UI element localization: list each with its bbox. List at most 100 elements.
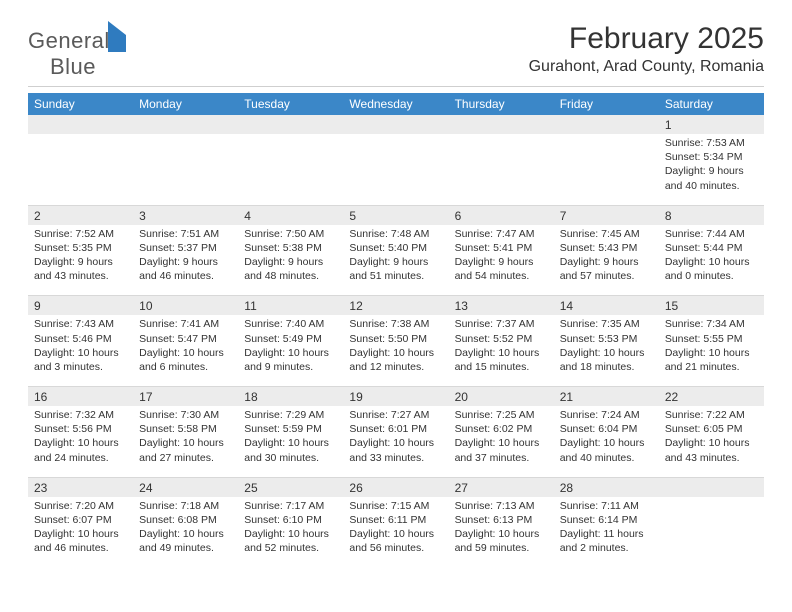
week3-details: Sunrise: 7:43 AMSunset: 5:46 PMDaylight:… <box>28 315 764 382</box>
day-detail: Sunrise: 7:30 AMSunset: 5:58 PMDaylight:… <box>133 406 238 473</box>
day-num: 7 <box>554 206 659 225</box>
day-num: 2 <box>28 206 133 225</box>
title-block: February 2025 Gurahont, Arad County, Rom… <box>529 22 764 76</box>
day-num <box>238 115 343 134</box>
logo: General Blue <box>28 22 126 80</box>
logo-word2: Blue <box>50 54 96 79</box>
day-header-wed: Wednesday <box>343 93 448 115</box>
week1-details: Sunrise: 7:53 AMSunset: 5:34 PMDaylight:… <box>28 134 764 201</box>
week3-nums: 9 10 11 12 13 14 15 <box>28 296 764 315</box>
day-num <box>343 115 448 134</box>
day-detail: Sunrise: 7:32 AMSunset: 5:56 PMDaylight:… <box>28 406 133 473</box>
day-detail: Sunrise: 7:44 AMSunset: 5:44 PMDaylight:… <box>659 225 764 292</box>
day-header-fri: Friday <box>554 93 659 115</box>
day-num: 25 <box>238 478 343 497</box>
day-detail <box>28 134 133 201</box>
week4-details: Sunrise: 7:32 AMSunset: 5:56 PMDaylight:… <box>28 406 764 473</box>
day-num: 17 <box>133 387 238 406</box>
day-num: 5 <box>343 206 448 225</box>
day-num: 24 <box>133 478 238 497</box>
day-num: 28 <box>554 478 659 497</box>
day-detail: Sunrise: 7:18 AMSunset: 6:08 PMDaylight:… <box>133 497 238 564</box>
logo-word1: General <box>28 28 110 53</box>
day-detail <box>449 134 554 201</box>
day-num: 13 <box>449 296 554 315</box>
day-num: 9 <box>28 296 133 315</box>
day-detail: Sunrise: 7:11 AMSunset: 6:14 PMDaylight:… <box>554 497 659 564</box>
day-detail: Sunrise: 7:35 AMSunset: 5:53 PMDaylight:… <box>554 315 659 382</box>
day-detail: Sunrise: 7:29 AMSunset: 5:59 PMDaylight:… <box>238 406 343 473</box>
day-num: 6 <box>449 206 554 225</box>
week1-nums: 1 <box>28 115 764 134</box>
day-detail <box>554 134 659 201</box>
day-detail <box>133 134 238 201</box>
logo-sail-icon <box>108 21 126 52</box>
day-num: 8 <box>659 206 764 225</box>
day-num <box>554 115 659 134</box>
week5-details: Sunrise: 7:20 AMSunset: 6:07 PMDaylight:… <box>28 497 764 564</box>
day-num <box>659 478 764 497</box>
day-num: 22 <box>659 387 764 406</box>
week5-nums: 23 24 25 26 27 28 <box>28 478 764 497</box>
day-detail: Sunrise: 7:40 AMSunset: 5:49 PMDaylight:… <box>238 315 343 382</box>
location: Gurahont, Arad County, Romania <box>529 58 764 76</box>
day-header-sun: Sunday <box>28 93 133 115</box>
day-detail: Sunrise: 7:38 AMSunset: 5:50 PMDaylight:… <box>343 315 448 382</box>
header-row: General Blue February 2025 Gurahont, Ara… <box>28 22 764 80</box>
day-detail: Sunrise: 7:52 AMSunset: 5:35 PMDaylight:… <box>28 225 133 292</box>
day-detail: Sunrise: 7:47 AMSunset: 5:41 PMDaylight:… <box>449 225 554 292</box>
day-num: 19 <box>343 387 448 406</box>
day-num: 4 <box>238 206 343 225</box>
day-detail <box>343 134 448 201</box>
day-detail: Sunrise: 7:27 AMSunset: 6:01 PMDaylight:… <box>343 406 448 473</box>
day-header-mon: Monday <box>133 93 238 115</box>
header-rule <box>28 86 764 87</box>
day-header-row: Sunday Monday Tuesday Wednesday Thursday… <box>28 93 764 115</box>
day-detail <box>659 497 764 564</box>
day-num: 11 <box>238 296 343 315</box>
day-detail <box>238 134 343 201</box>
week4-nums: 16 17 18 19 20 21 22 <box>28 387 764 406</box>
day-num: 27 <box>449 478 554 497</box>
day-num: 16 <box>28 387 133 406</box>
day-header-sat: Saturday <box>659 93 764 115</box>
day-detail: Sunrise: 7:37 AMSunset: 5:52 PMDaylight:… <box>449 315 554 382</box>
day-num: 1 <box>659 115 764 134</box>
day-num: 18 <box>238 387 343 406</box>
day-detail: Sunrise: 7:15 AMSunset: 6:11 PMDaylight:… <box>343 497 448 564</box>
day-detail: Sunrise: 7:41 AMSunset: 5:47 PMDaylight:… <box>133 315 238 382</box>
day-num: 14 <box>554 296 659 315</box>
calendar: Sunday Monday Tuesday Wednesday Thursday… <box>28 93 764 563</box>
day-detail: Sunrise: 7:20 AMSunset: 6:07 PMDaylight:… <box>28 497 133 564</box>
day-num: 15 <box>659 296 764 315</box>
day-detail: Sunrise: 7:25 AMSunset: 6:02 PMDaylight:… <box>449 406 554 473</box>
day-detail: Sunrise: 7:17 AMSunset: 6:10 PMDaylight:… <box>238 497 343 564</box>
day-detail: Sunrise: 7:34 AMSunset: 5:55 PMDaylight:… <box>659 315 764 382</box>
day-detail: Sunrise: 7:22 AMSunset: 6:05 PMDaylight:… <box>659 406 764 473</box>
day-num: 23 <box>28 478 133 497</box>
day-num: 12 <box>343 296 448 315</box>
day-num <box>28 115 133 134</box>
day-detail: Sunrise: 7:43 AMSunset: 5:46 PMDaylight:… <box>28 315 133 382</box>
day-detail: Sunrise: 7:13 AMSunset: 6:13 PMDaylight:… <box>449 497 554 564</box>
day-num: 26 <box>343 478 448 497</box>
day-detail: Sunrise: 7:48 AMSunset: 5:40 PMDaylight:… <box>343 225 448 292</box>
week2-nums: 2 3 4 5 6 7 8 <box>28 206 764 225</box>
day-header-tue: Tuesday <box>238 93 343 115</box>
day-detail: Sunrise: 7:50 AMSunset: 5:38 PMDaylight:… <box>238 225 343 292</box>
day-detail: Sunrise: 7:53 AMSunset: 5:34 PMDaylight:… <box>659 134 764 201</box>
day-num: 10 <box>133 296 238 315</box>
day-num <box>133 115 238 134</box>
day-detail: Sunrise: 7:45 AMSunset: 5:43 PMDaylight:… <box>554 225 659 292</box>
day-detail: Sunrise: 7:51 AMSunset: 5:37 PMDaylight:… <box>133 225 238 292</box>
day-detail: Sunrise: 7:24 AMSunset: 6:04 PMDaylight:… <box>554 406 659 473</box>
day-header-thu: Thursday <box>449 93 554 115</box>
day-num: 3 <box>133 206 238 225</box>
day-num: 20 <box>449 387 554 406</box>
logo-text-wrap: General Blue <box>28 28 126 80</box>
day-num: 21 <box>554 387 659 406</box>
week2-details: Sunrise: 7:52 AMSunset: 5:35 PMDaylight:… <box>28 225 764 292</box>
day-num <box>449 115 554 134</box>
month-title: February 2025 <box>529 22 764 56</box>
calendar-page: General Blue February 2025 Gurahont, Ara… <box>0 0 792 585</box>
